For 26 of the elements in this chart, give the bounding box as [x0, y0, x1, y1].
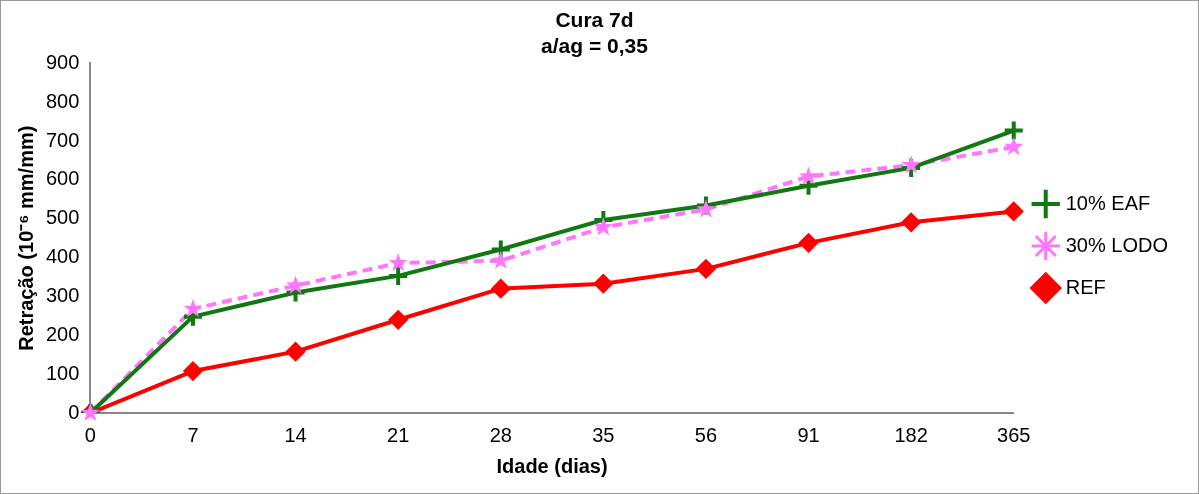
legend-label: REF: [1065, 275, 1106, 298]
x-tick-label: 0: [84, 423, 96, 446]
y-tick-label: 100: [45, 361, 80, 384]
y-tick-label: 500: [45, 206, 80, 229]
x-tick-label: 365: [997, 423, 1031, 446]
legend-label: 10% EAF: [1065, 191, 1151, 214]
y-tick-label: 0: [68, 400, 80, 423]
x-tick-label: 28: [489, 423, 512, 446]
x-tick-label: 14: [284, 423, 307, 446]
y-tick-label: 600: [45, 167, 80, 190]
y-tick-label: 900: [45, 50, 80, 73]
x-tick-label: 182: [894, 423, 928, 446]
x-tick-label: 7: [187, 423, 199, 446]
y-axis-title: Retração (10⁻⁶ mm/mm): [14, 125, 37, 351]
y-tick-label: 700: [45, 128, 80, 151]
y-tick-label: 300: [45, 283, 80, 306]
chart-title: Cura 7d a/ag = 0,35: [541, 8, 649, 57]
y-tick-label: 800: [45, 89, 80, 112]
legend-label: 30% LODO: [1065, 233, 1168, 256]
y-tick-label: 400: [45, 245, 80, 268]
x-tick-label: 91: [797, 423, 820, 446]
x-tick-label: 56: [694, 423, 718, 446]
x-axis-title: Idade (dias): [496, 454, 608, 477]
y-tick-label: 200: [45, 322, 80, 345]
x-tick-label: 21: [387, 423, 410, 446]
x-tick-label: 35: [592, 423, 615, 446]
